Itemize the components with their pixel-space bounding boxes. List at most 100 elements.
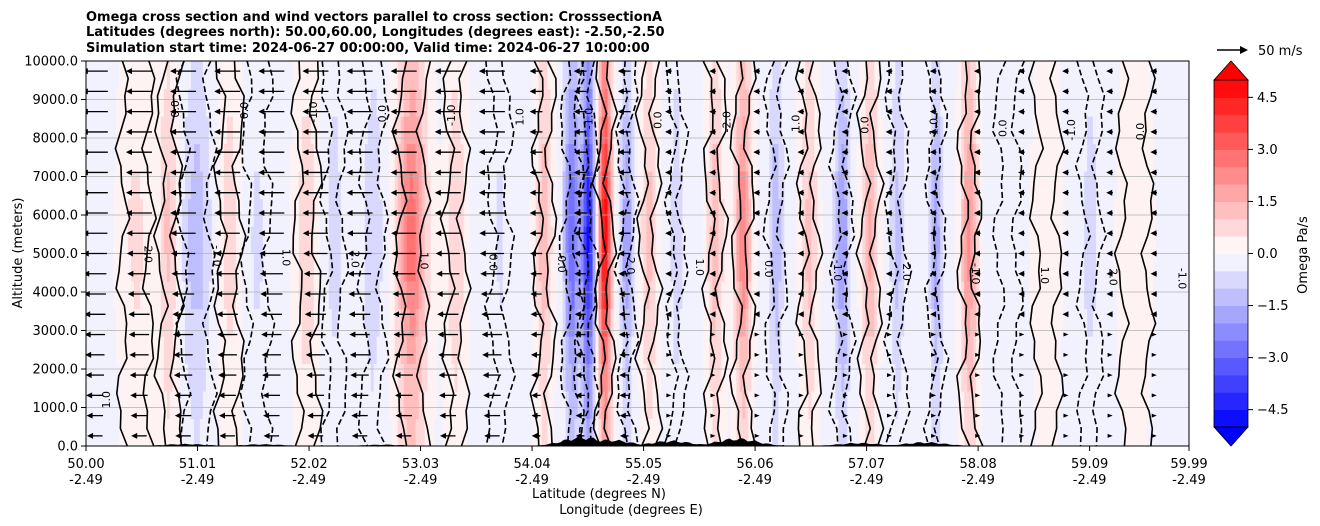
omega-cell <box>574 391 579 420</box>
omega-cell <box>1129 88 1133 117</box>
omega-cell <box>271 308 276 337</box>
omega-cell <box>466 308 471 337</box>
omega-cell <box>670 61 675 90</box>
omega-cell <box>1084 281 1088 310</box>
omega-cell <box>118 308 123 337</box>
omega-cell <box>1069 88 1073 117</box>
omega-cell <box>109 336 114 365</box>
omega-cell <box>262 226 267 255</box>
omega-cell <box>610 391 615 420</box>
omega-cell <box>1084 308 1088 337</box>
omega-cell <box>760 198 764 227</box>
omega-cell <box>610 336 615 365</box>
omega-cell <box>490 308 495 337</box>
omega-cell <box>250 198 255 227</box>
omega-cell <box>472 198 477 227</box>
omega-cell <box>703 253 708 282</box>
omega-cell <box>934 143 938 172</box>
omega-cell <box>232 418 237 446</box>
omega-cell <box>97 143 102 172</box>
omega-cell <box>265 171 270 200</box>
omega-cell <box>946 171 950 200</box>
omega-cell <box>940 418 944 446</box>
omega-cell <box>784 418 788 446</box>
omega-cell <box>964 363 968 392</box>
omega-cell <box>622 171 627 200</box>
omega-cell <box>241 171 246 200</box>
omega-cell <box>781 226 785 255</box>
omega-cell <box>937 61 941 90</box>
omega-cell <box>532 308 537 337</box>
omega-cell <box>187 116 192 145</box>
omega-cell <box>1069 143 1073 172</box>
omega-cell <box>175 61 180 90</box>
omega-cell <box>925 418 929 446</box>
omega-cell <box>1120 116 1124 145</box>
omega-cell <box>442 143 447 172</box>
omega-cell <box>310 336 315 365</box>
omega-cell <box>982 143 986 172</box>
omega-cell <box>1096 198 1100 227</box>
omega-cell <box>775 391 779 420</box>
omega-cell <box>406 61 411 90</box>
omega-cell <box>529 308 534 337</box>
omega-cell <box>493 61 498 90</box>
omega-cell <box>328 418 333 446</box>
omega-cell <box>106 61 111 90</box>
omega-cell <box>814 308 818 337</box>
omega-cell <box>370 336 375 365</box>
omega-cell <box>850 281 854 310</box>
omega-cell <box>103 88 108 117</box>
omega-cell <box>484 116 489 145</box>
omega-cell <box>892 253 896 282</box>
omega-cell <box>928 336 932 365</box>
omega-cell <box>811 171 815 200</box>
omega-cell <box>823 198 827 227</box>
omega-cell <box>112 171 117 200</box>
chart-title-line-3: Simulation start time: 2024-06-27 00:00:… <box>86 41 650 56</box>
omega-cell <box>1108 143 1112 172</box>
omega-cell <box>763 363 767 392</box>
omega-cell <box>265 61 270 90</box>
omega-cell <box>874 363 878 392</box>
omega-cell <box>385 391 390 420</box>
omega-cell <box>412 418 417 446</box>
omega-cell <box>493 226 498 255</box>
omega-cell <box>526 308 531 337</box>
omega-cell <box>1144 336 1148 365</box>
omega-cell <box>1057 198 1061 227</box>
omega-cell <box>688 253 693 282</box>
omega-cell <box>214 418 219 446</box>
omega-cell <box>475 88 480 117</box>
omega-cell <box>547 116 552 145</box>
omega-cell <box>970 198 974 227</box>
omega-cell <box>883 308 887 337</box>
omega-cell <box>427 88 432 117</box>
omega-cell <box>847 116 851 145</box>
omega-cell <box>208 88 213 117</box>
omega-cell <box>895 363 899 392</box>
omega-cell <box>700 198 705 227</box>
omega-cell <box>472 336 477 365</box>
omega-cell <box>904 198 908 227</box>
omega-cell <box>163 253 168 282</box>
omega-cell <box>601 116 606 145</box>
omega-cell <box>814 226 818 255</box>
omega-cell <box>283 226 288 255</box>
omega-cell <box>259 143 264 172</box>
omega-cell <box>499 308 504 337</box>
omega-cell <box>766 391 770 420</box>
omega-cell <box>583 391 588 420</box>
omega-cell <box>175 253 180 282</box>
omega-cell <box>184 226 189 255</box>
omega-cell <box>217 171 222 200</box>
omega-cell <box>910 171 914 200</box>
omega-cell <box>733 418 738 446</box>
omega-cell <box>160 308 165 337</box>
omega-cell <box>439 253 444 282</box>
omega-cell <box>1057 61 1061 90</box>
omega-cell <box>352 116 357 145</box>
omega-cell <box>1072 308 1076 337</box>
omega-cell <box>1006 253 1010 282</box>
omega-cell <box>640 226 645 255</box>
